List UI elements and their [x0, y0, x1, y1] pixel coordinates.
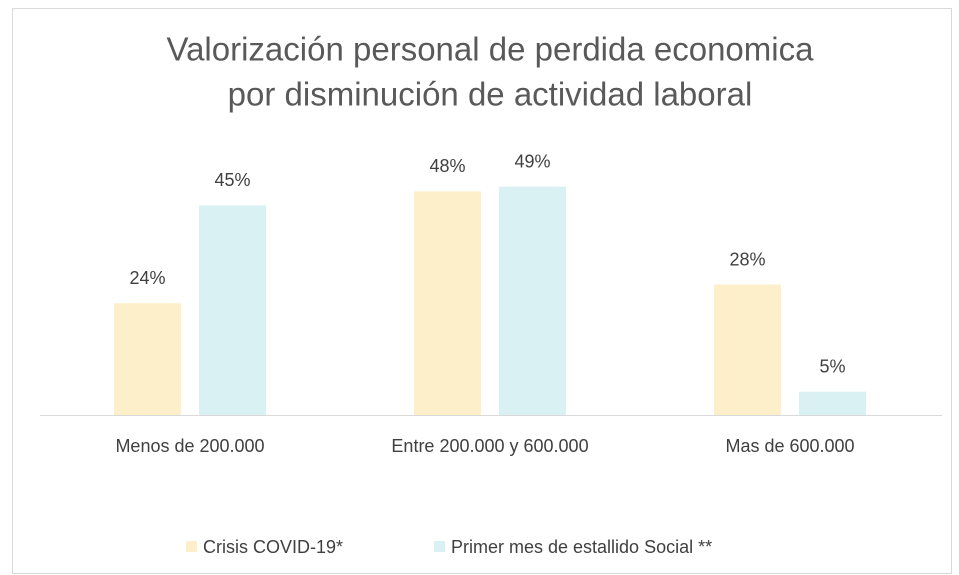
data-label: 24%	[129, 268, 165, 288]
legend-label: Crisis COVID-19*	[203, 537, 343, 557]
x-tick-label: Mas de 600.000	[725, 436, 854, 456]
bar	[499, 186, 566, 415]
chart-title: por disminución de actividad laboral	[228, 76, 753, 113]
bar	[114, 303, 181, 415]
x-tick-label: Entre 200.000 y 600.000	[391, 436, 588, 456]
data-label: 5%	[819, 356, 845, 376]
legend-swatch	[186, 541, 197, 552]
bar	[199, 205, 266, 415]
chart-title: Valorización personal de perdida economi…	[167, 31, 815, 68]
data-label: 28%	[729, 249, 765, 269]
chart-frame	[12, 8, 952, 574]
data-label: 49%	[514, 151, 550, 171]
legend-swatch	[434, 541, 445, 552]
data-label: 45%	[214, 170, 250, 190]
x-tick-label: Menos de 200.000	[115, 436, 264, 456]
data-label: 48%	[429, 156, 465, 176]
bar	[414, 191, 481, 415]
legend-label: Primer mes de estallido Social **	[451, 537, 712, 557]
bar	[714, 284, 781, 415]
bar	[799, 391, 866, 415]
